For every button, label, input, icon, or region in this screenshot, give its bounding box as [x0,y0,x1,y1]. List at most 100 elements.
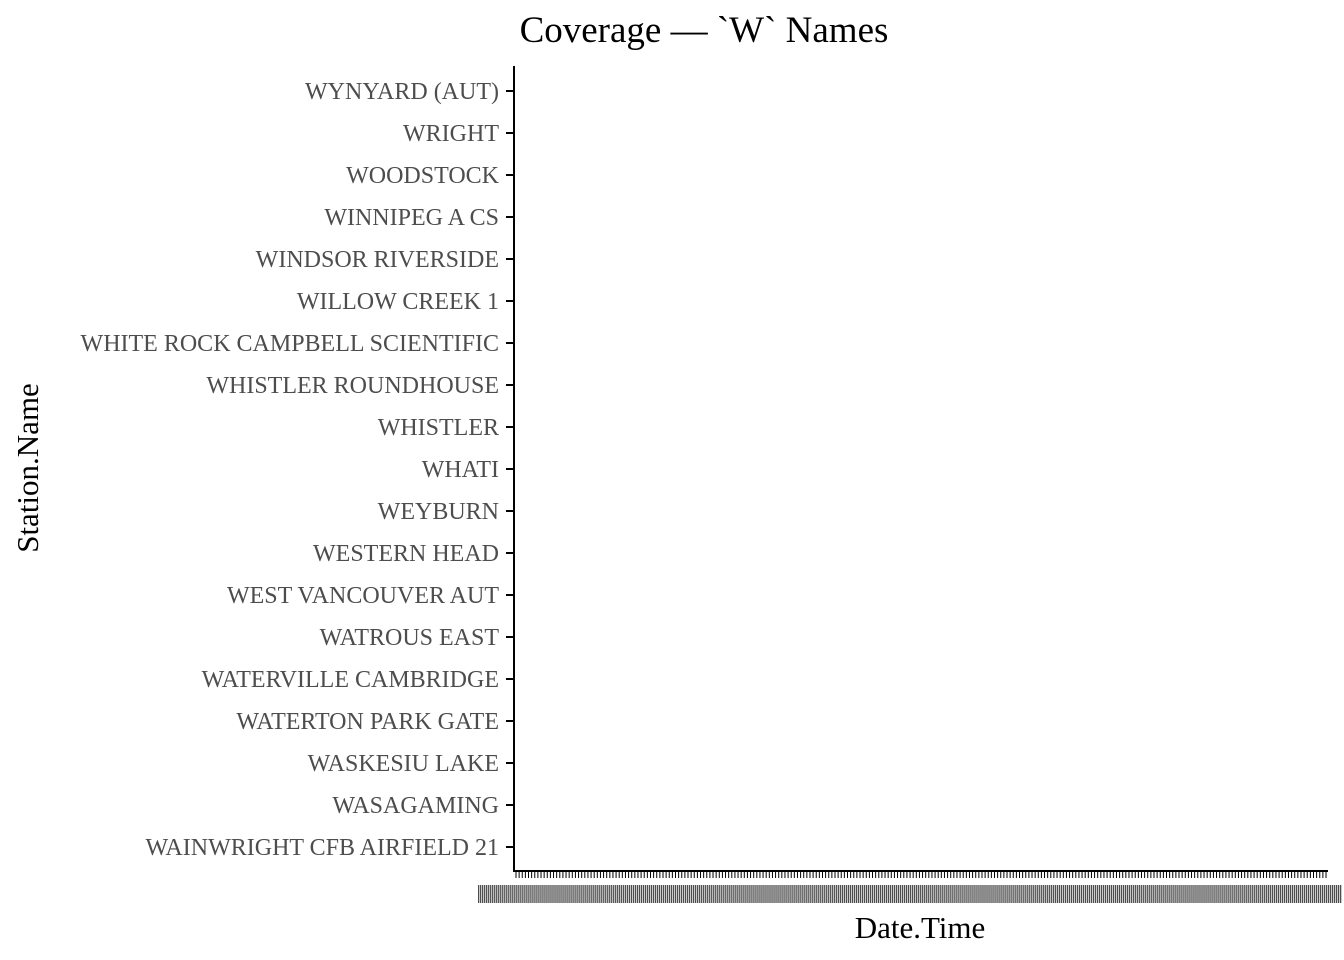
x-tick-label-glyph [666,885,669,903]
x-tick-label-glyph [952,885,954,903]
x-tick-label-glyph [1137,885,1139,903]
x-tick-label-glyph [938,885,940,903]
x-tick-label-glyph [682,885,685,903]
x-tick-label-glyph [837,885,839,903]
x-tick-label-glyph [1034,885,1036,903]
x-tick-label-glyph [1249,885,1251,903]
x-tick-label-glyph [478,885,480,903]
x-tick-label-glyph [506,885,508,903]
x-tick-label-glyph [1147,885,1149,903]
x-tick-label-glyph [574,885,576,903]
x-tick-label-glyph [901,885,904,903]
x-axis-tick-labels [478,885,1342,903]
x-tick-label-glyph [1088,885,1091,903]
x-tick-label-glyph [789,885,791,903]
x-tick-label-glyph [1179,885,1181,903]
x-tick-label-glyph [632,885,635,903]
x-tick-label-glyph [1006,885,1008,903]
x-tick-label-glyph [727,885,729,903]
x-tick-label-glyph [1205,885,1207,903]
x-tick-label-glyph [578,885,580,903]
x-tick-label-glyph [500,885,502,903]
x-tick-label-glyph [530,885,532,903]
x-tick-label-glyph [1141,885,1143,903]
x-tick-label-glyph [1050,885,1052,903]
x-tick-label-glyph [584,885,586,903]
x-tick-label-glyph [815,885,817,903]
x-tick-label-glyph [1211,885,1213,903]
x-tick-label-glyph [759,885,761,903]
x-tick-label-glyph [1259,885,1261,903]
x-tick-label-glyph [656,885,659,903]
x-tick-label-glyph [1165,885,1167,903]
x-tick-label-glyph [672,885,675,903]
y-tick-label: WRIGHT [403,121,499,147]
x-tick-label-glyph [1062,885,1065,903]
x-tick-label-glyph [972,885,974,903]
x-tick-label-glyph [586,885,588,903]
plot-area: WAINWRIGHT CFB AIRFIELD 21 WASAGAMING WASK… [81,66,1342,903]
x-tick-label-glyph [974,885,976,903]
x-tick-label-glyph [725,885,727,903]
x-tick-label-glyph [1243,885,1245,903]
x-tick-label-glyph [893,885,896,903]
x-tick-label-glyph [1002,885,1004,903]
y-tick-label: WINNIPEG A CS [324,205,499,231]
x-tick-label-glyph [940,885,942,903]
x-tick-label-glyph [707,885,709,903]
x-tick-label-glyph [739,885,741,903]
x-tick-label-glyph [731,885,733,903]
x-tick-label-glyph [899,885,902,903]
x-tick-label-glyph [1279,885,1282,903]
x-tick-label-glyph [626,885,628,903]
x-tick-label-glyph [572,885,574,903]
x-tick-label-glyph [1022,885,1024,903]
x-tick-label-glyph [1171,885,1173,903]
x-tick-label-glyph [988,885,990,903]
x-tick-label-glyph [711,885,713,903]
x-tick-label-glyph [783,885,785,903]
x-tick-label-glyph [1010,885,1012,903]
x-tick-label-glyph [918,885,920,903]
x-tick-label-glyph [873,885,876,903]
x-tick-label-glyph [1193,885,1195,903]
x-tick-label-glyph [912,885,914,903]
x-tick-label-glyph [548,885,550,903]
x-tick-label-glyph [761,885,763,903]
x-tick-label-glyph [1309,885,1312,903]
x-tick-label-glyph [638,885,641,903]
x-tick-label-glyph [582,885,584,903]
x-tick-label-glyph [881,885,884,903]
x-tick-label-glyph [729,885,731,903]
x-tick-label-glyph [827,885,829,903]
x-tick-label-glyph [1201,885,1203,903]
x-tick-label-glyph [749,885,751,903]
x-tick-label-glyph [1084,885,1087,903]
x-tick-label-glyph [1129,885,1131,903]
x-tick-label-glyph [598,885,600,903]
x-tick-label-glyph [1100,885,1103,903]
x-tick-label-glyph [652,885,655,903]
x-tick-label-glyph [676,885,679,903]
x-tick-label-glyph [1106,885,1109,903]
x-tick-label-glyph [855,885,858,903]
x-tick-label-glyph [801,885,803,903]
x-tick-label-glyph [1227,885,1229,903]
x-tick-label-glyph [1016,885,1018,903]
x-tick-label-glyph [960,885,962,903]
x-tick-label-glyph [859,885,862,903]
x-tick-label-glyph [1114,885,1117,903]
x-tick-label-glyph [879,885,882,903]
x-tick-label-glyph [787,885,789,903]
x-tick-label-glyph [484,885,486,903]
x-tick-label-glyph [1112,885,1115,903]
x-tick-label-glyph [1149,885,1151,903]
x-tick-label-glyph [640,885,643,903]
x-tick-label-glyph [996,885,998,903]
x-tick-label-glyph [592,885,594,903]
x-axis-ticks [515,871,1327,878]
x-tick-label-glyph [1068,885,1071,903]
x-tick-label-glyph [942,885,944,903]
x-tick-label-glyph [1251,885,1253,903]
x-tick-label-glyph [1277,885,1280,903]
